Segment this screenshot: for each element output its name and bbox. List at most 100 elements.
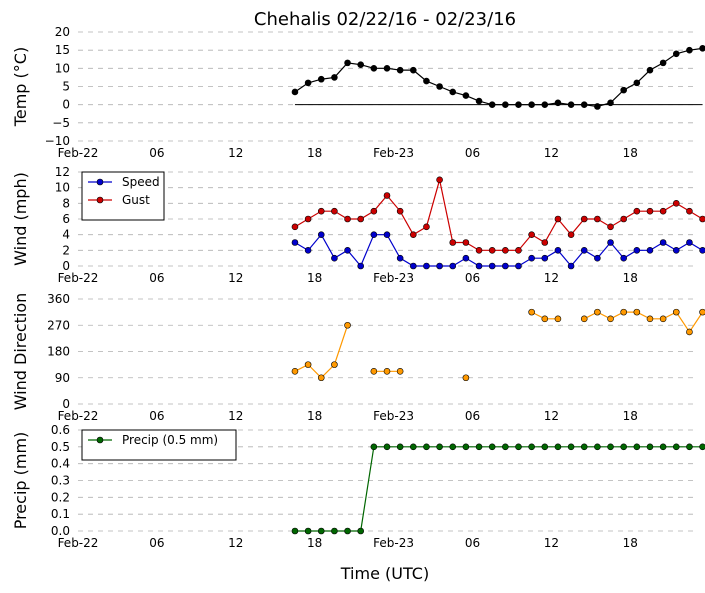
x-tick-label: 18 — [623, 536, 638, 550]
x-tick-label: 06 — [465, 409, 480, 423]
data-point — [620, 443, 627, 451]
data-point — [672, 200, 680, 207]
data-point — [554, 215, 562, 223]
panel-4: 0.0 0.1 0.2 0.3 0.4 0.5 0.6 Feb-22 06 12 18 Feb-23 0… — [11, 423, 705, 550]
data-point — [436, 176, 443, 184]
data-point — [462, 374, 470, 382]
data-point — [659, 315, 667, 323]
data-point — [672, 443, 680, 451]
data-point — [502, 101, 509, 108]
data-point — [620, 308, 627, 316]
x-tick-label: 12 — [544, 536, 559, 550]
data-point — [383, 65, 391, 72]
legend-label: Speed — [122, 175, 160, 189]
data-point — [317, 231, 325, 238]
x-tick-label: Feb-23 — [373, 271, 414, 285]
data-point — [646, 207, 654, 215]
data-point — [633, 443, 641, 451]
data-point — [488, 247, 496, 254]
data-point — [567, 262, 575, 270]
data-point — [488, 101, 496, 108]
data-point — [541, 315, 549, 323]
data-point — [699, 215, 705, 223]
data-point — [541, 239, 549, 246]
data-point — [449, 262, 457, 270]
data-point — [541, 101, 549, 108]
x-axis-label: Time (UTC) — [340, 564, 429, 583]
y-axis-label: Precip (mm) — [11, 432, 30, 530]
y-axis-label: Temp (°C) — [11, 47, 30, 127]
data-point — [383, 192, 391, 199]
data-point — [449, 88, 457, 96]
legend-label: Gust — [122, 193, 150, 207]
x-tick-label: 18 — [623, 271, 638, 285]
x-tick-label: 06 — [149, 146, 164, 160]
data-point — [331, 254, 338, 262]
data-point — [304, 247, 312, 254]
data-point — [396, 207, 404, 215]
data-point — [370, 65, 378, 72]
data-point — [449, 443, 457, 451]
x-tick-label: Feb-23 — [373, 146, 414, 160]
x-tick-label: 18 — [307, 536, 322, 550]
data-point — [304, 527, 312, 535]
series-line — [294, 47, 703, 108]
panel-3: 0 90 180 270 360 Feb-22 06 12 18 Feb-23 06 12 18 Wind… — [11, 292, 705, 423]
x-tick-label: 12 — [228, 536, 243, 550]
data-point — [462, 92, 470, 99]
x-tick-label: 12 — [228, 146, 243, 160]
y-axis-label: Wind Direction — [11, 293, 30, 411]
x-tick-label: 12 — [228, 409, 243, 423]
data-point — [383, 443, 391, 451]
panel-1: −10 −5 0 5 10 15 20 Feb-22 06 12 18 Feb-23 06 12 18 Tem… — [11, 25, 705, 160]
legend-box — [81, 171, 165, 221]
data-point — [475, 247, 483, 254]
y-tick-label: 5 — [62, 80, 70, 94]
y-tick-label: 180 — [47, 345, 70, 359]
x-tick-label: 06 — [149, 409, 164, 423]
data-point — [594, 308, 601, 316]
data-point — [304, 215, 312, 223]
y-tick-label: 15 — [55, 43, 70, 57]
data-point — [554, 443, 562, 451]
x-tick-label: 18 — [307, 409, 322, 423]
data-point — [357, 215, 365, 223]
panel-2: 0 24 6 810 12 Feb-22 06 12 18 Feb-23 06 12 18 Wind (m… — [11, 165, 705, 285]
data-point — [620, 254, 627, 262]
data-point — [462, 239, 470, 246]
data-point — [502, 247, 509, 254]
data-point — [331, 207, 338, 215]
x-tick-label: 06 — [465, 271, 480, 285]
data-point — [554, 247, 562, 254]
y-tick-label: 0.5 — [51, 440, 70, 454]
data-point — [699, 45, 705, 52]
data-point — [317, 374, 325, 382]
data-point — [317, 527, 325, 535]
x-tick-label: 12 — [544, 271, 559, 285]
data-point — [317, 75, 325, 83]
data-point — [580, 315, 588, 323]
data-point — [488, 262, 496, 270]
data-point — [659, 239, 667, 246]
data-point — [594, 215, 601, 223]
data-point — [344, 527, 351, 535]
x-tick-label: 18 — [623, 146, 638, 160]
data-point — [423, 262, 430, 270]
y-tick-label: 0 — [62, 259, 70, 273]
data-point — [291, 527, 299, 535]
y-tick-label: 4 — [62, 228, 70, 242]
data-point — [515, 262, 522, 270]
data-point — [607, 223, 614, 231]
legend-label: Precip (0.5 mm) — [122, 433, 218, 447]
data-point — [620, 215, 627, 223]
data-point — [580, 247, 588, 254]
data-point — [686, 239, 693, 246]
data-point — [409, 262, 417, 270]
y-tick-label: 90 — [55, 371, 70, 385]
y-tick-label: 0 — [62, 98, 70, 112]
x-tick-label: Feb-23 — [373, 536, 414, 550]
x-tick-label: 06 — [149, 536, 164, 550]
x-tick-label: 06 — [465, 536, 480, 550]
data-point — [607, 443, 614, 451]
data-point — [686, 46, 693, 54]
